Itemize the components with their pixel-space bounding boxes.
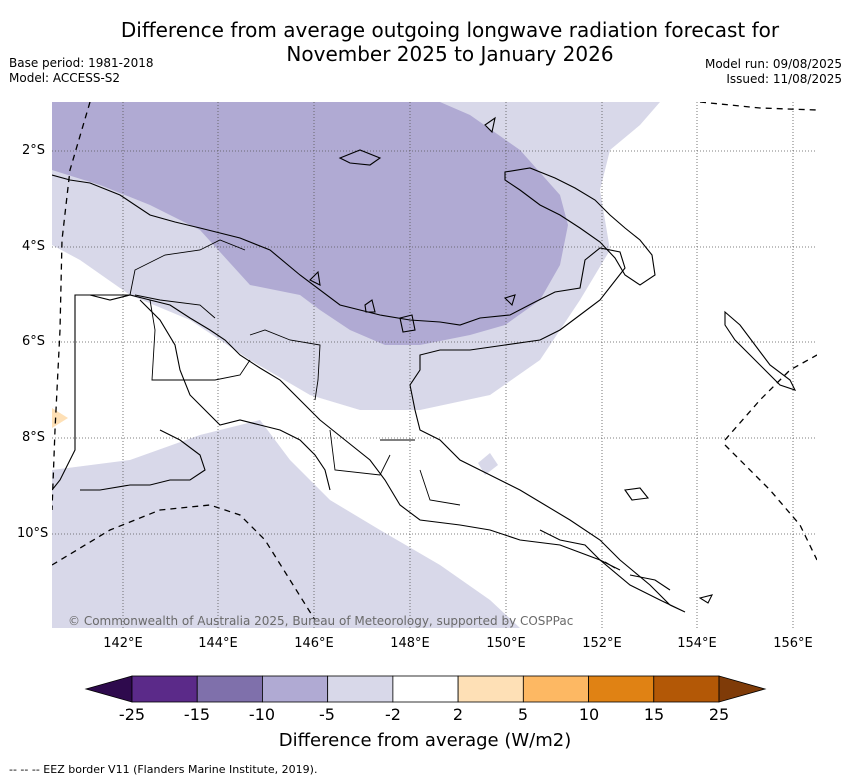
- colorbar-tick-25: 25: [708, 705, 730, 724]
- colorbar-tick-15: 15: [643, 705, 665, 724]
- colorbar-segment-4: [392, 675, 459, 703]
- copyright-notice: © Commonwealth of Australia 2025, Bureau…: [68, 614, 574, 628]
- islands-south-east: [539, 529, 671, 591]
- chart-title: Difference from average outgoing longwav…: [80, 18, 820, 66]
- new-ireland-coast: [724, 310, 797, 391]
- lat-label-8s: 8°S: [21, 430, 45, 445]
- lon-label-146e: 146°E: [294, 636, 334, 651]
- lon-label-148e: 148°E: [390, 636, 430, 651]
- colorbar-segment-2: [262, 675, 329, 703]
- fly-river-delta: [80, 429, 206, 491]
- colorbar-arrow-low: [84, 675, 133, 703]
- colorbar-tick-minus2: -2: [385, 705, 401, 724]
- eez-northeast: [699, 102, 817, 111]
- anomaly-region-minus10: [52, 102, 568, 345]
- colorbar-arrow-high: [718, 675, 767, 703]
- colorbar-tick-10: 10: [578, 705, 600, 724]
- new-guinea-coast: [52, 174, 686, 613]
- lat-label-10s: 10°S: [17, 526, 49, 541]
- colorbar-tick-minus25: -25: [118, 705, 146, 724]
- coastlines: [52, 116, 797, 613]
- issued-date: Issued: 11/08/2025: [726, 72, 842, 86]
- title-line-1: Difference from average outgoing longwav…: [120, 18, 780, 42]
- eez-borders: [52, 102, 817, 621]
- anomaly-region-minus5-patch: [478, 453, 498, 475]
- new-britain-coast: [504, 167, 656, 286]
- base-period: Base period: 1981-2018: [9, 56, 154, 70]
- province-borders: [75, 239, 461, 506]
- lat-label-4s: 4°S: [21, 239, 45, 254]
- lon-label-144e: 144°E: [198, 636, 238, 651]
- colorbar-segment-7: [588, 675, 655, 703]
- colorbar-tick-5: 5: [517, 705, 529, 724]
- title-line-2: November 2025 to January 2026: [286, 42, 614, 66]
- islands-north: [309, 116, 714, 604]
- eez-southwest: [52, 504, 316, 621]
- anomaly-region-minus5-south: [52, 420, 520, 628]
- south-coast-inlet: [139, 299, 331, 491]
- lat-label-6s: 6°S: [21, 334, 45, 349]
- colorbar-segment-8: [653, 675, 720, 703]
- colorbar-tick-minus15: -15: [183, 705, 211, 724]
- graticule: [52, 102, 817, 628]
- meta-right: Model run: 09/08/2025 Issued: 11/08/2025: [705, 57, 842, 87]
- lon-label-154e: 154°E: [677, 636, 717, 651]
- eez-footnote: -- -- -- EEZ border V11 (Flanders Marine…: [9, 763, 318, 776]
- lon-label-150e: 150°E: [486, 636, 526, 651]
- model-name: Model: ACCESS-S2: [9, 71, 121, 85]
- eez-east: [724, 354, 817, 441]
- colorbar-segment-1: [196, 675, 263, 703]
- colorbar-segment-0: [131, 675, 198, 703]
- colorbar-tick-2: 2: [452, 705, 464, 724]
- colorbar-tick-minus5: -5: [319, 705, 335, 724]
- model-run: Model run: 09/08/2025: [704, 57, 842, 71]
- eez-west: [52, 102, 91, 511]
- colorbar-segment-3: [327, 675, 394, 703]
- lon-label-152e: 152°E: [582, 636, 622, 651]
- colorbar-tick-minus10: -10: [248, 705, 276, 724]
- lon-label-156e: 156°E: [773, 636, 813, 651]
- colorbar-title: Difference from average (W/m2): [278, 730, 572, 751]
- meta-left: Base period: 1981-2018 Model: ACCESS-S2: [9, 56, 154, 86]
- lat-label-2s: 2°S: [21, 143, 45, 158]
- colorbar-segment-6: [522, 675, 589, 703]
- colorbar-segment-5: [457, 675, 524, 703]
- lon-label-142e: 142°E: [103, 636, 143, 651]
